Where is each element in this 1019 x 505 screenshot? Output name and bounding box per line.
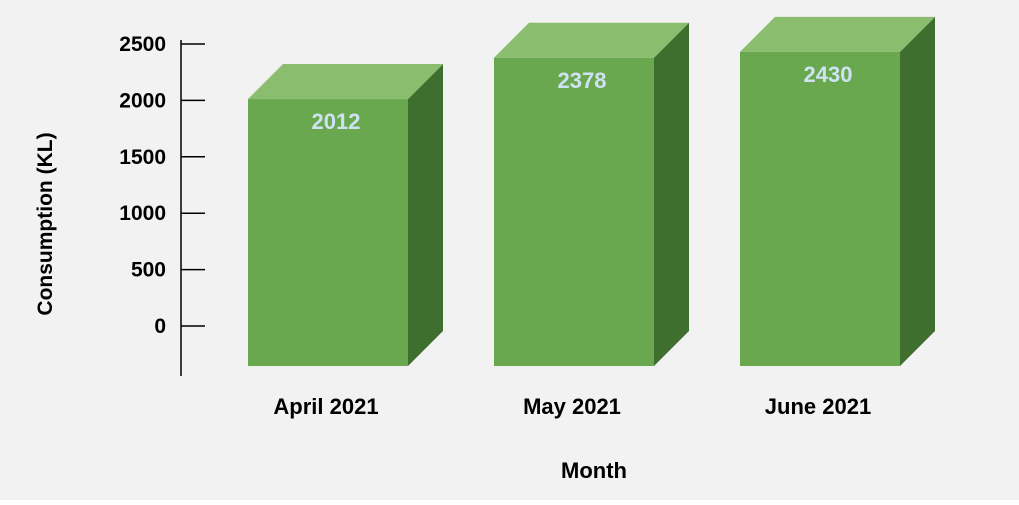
y-tick-label: 2500 <box>119 33 166 56</box>
bar-side-face <box>900 16 935 367</box>
y-tick-label: 0 <box>154 315 166 338</box>
bar-front-face <box>740 51 900 367</box>
bar-front-face <box>248 99 408 367</box>
bar: 2430 <box>740 16 935 367</box>
x-axis-title: Month <box>561 458 627 483</box>
y-axis-title: Consumption (KL) <box>34 132 57 315</box>
y-axis: 2500 2000 1500 1000 500 0 <box>119 33 205 376</box>
x-tick-label: June 2021 <box>765 394 871 419</box>
bar-side-face <box>408 64 443 367</box>
x-tick-label: May 2021 <box>523 394 621 419</box>
data-label: 2430 <box>804 62 853 87</box>
data-label: 2012 <box>312 109 361 134</box>
bar-top-face <box>248 64 443 100</box>
y-tick-label: 500 <box>131 259 166 282</box>
y-tick-label: 1000 <box>119 202 166 225</box>
bars: 2012 2378 2430 <box>248 16 935 367</box>
bar-side-face <box>654 22 689 367</box>
bar-top-face <box>740 16 935 52</box>
y-tick-label: 1500 <box>119 146 166 169</box>
bar: 2012 <box>248 64 443 367</box>
bar-front-face <box>494 57 654 367</box>
x-axis: April 2021 May 2021 June 2021 <box>273 394 871 419</box>
bar-top-face <box>494 22 689 58</box>
data-label: 2378 <box>558 68 607 93</box>
bar: 2378 <box>494 22 689 367</box>
x-tick-label: April 2021 <box>273 394 378 419</box>
y-tick-label: 2000 <box>119 89 166 112</box>
